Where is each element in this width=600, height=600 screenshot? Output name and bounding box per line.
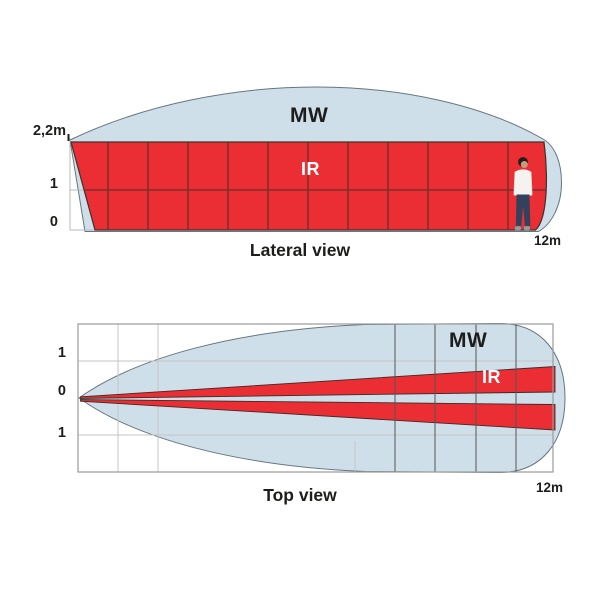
lateral-ir-label: IR — [301, 159, 320, 179]
lateral-mw-label: MW — [290, 104, 329, 127]
top-ir-label: IR — [482, 367, 501, 387]
lateral-view-figure — [67, 86, 563, 232]
lateral-y-tick-1: 1 — [49, 176, 58, 192]
ir-beam-upper — [80, 366, 556, 399]
lateral-view-caption: Lateral view — [249, 240, 351, 260]
top-range-label: 12m — [536, 480, 564, 495]
top-view-grid-dark — [394, 324, 517, 472]
person-figure — [513, 157, 533, 231]
lateral-y-tick-2-2m: 2,2m — [32, 123, 66, 139]
ir-grid-lateral — [71, 142, 547, 230]
top-view-caption: Top view — [263, 485, 337, 505]
ir-zone-lateral — [70, 141, 548, 231]
top-view-border — [77, 323, 554, 473]
top-y-tick-0: 0 — [57, 383, 66, 399]
top-y-tick-down-1: 1 — [57, 425, 66, 441]
lateral-range-label: 12m — [534, 233, 562, 248]
ir-beam-lower — [80, 399, 556, 431]
lateral-y-tick-0: 0 — [49, 214, 58, 230]
top-view-grid-light — [78, 324, 553, 472]
top-y-tick-up-1: 1 — [57, 345, 66, 361]
top-view-figure — [77, 322, 566, 474]
top-mw-label: MW — [449, 329, 488, 352]
mw-zone-top — [78, 322, 566, 474]
